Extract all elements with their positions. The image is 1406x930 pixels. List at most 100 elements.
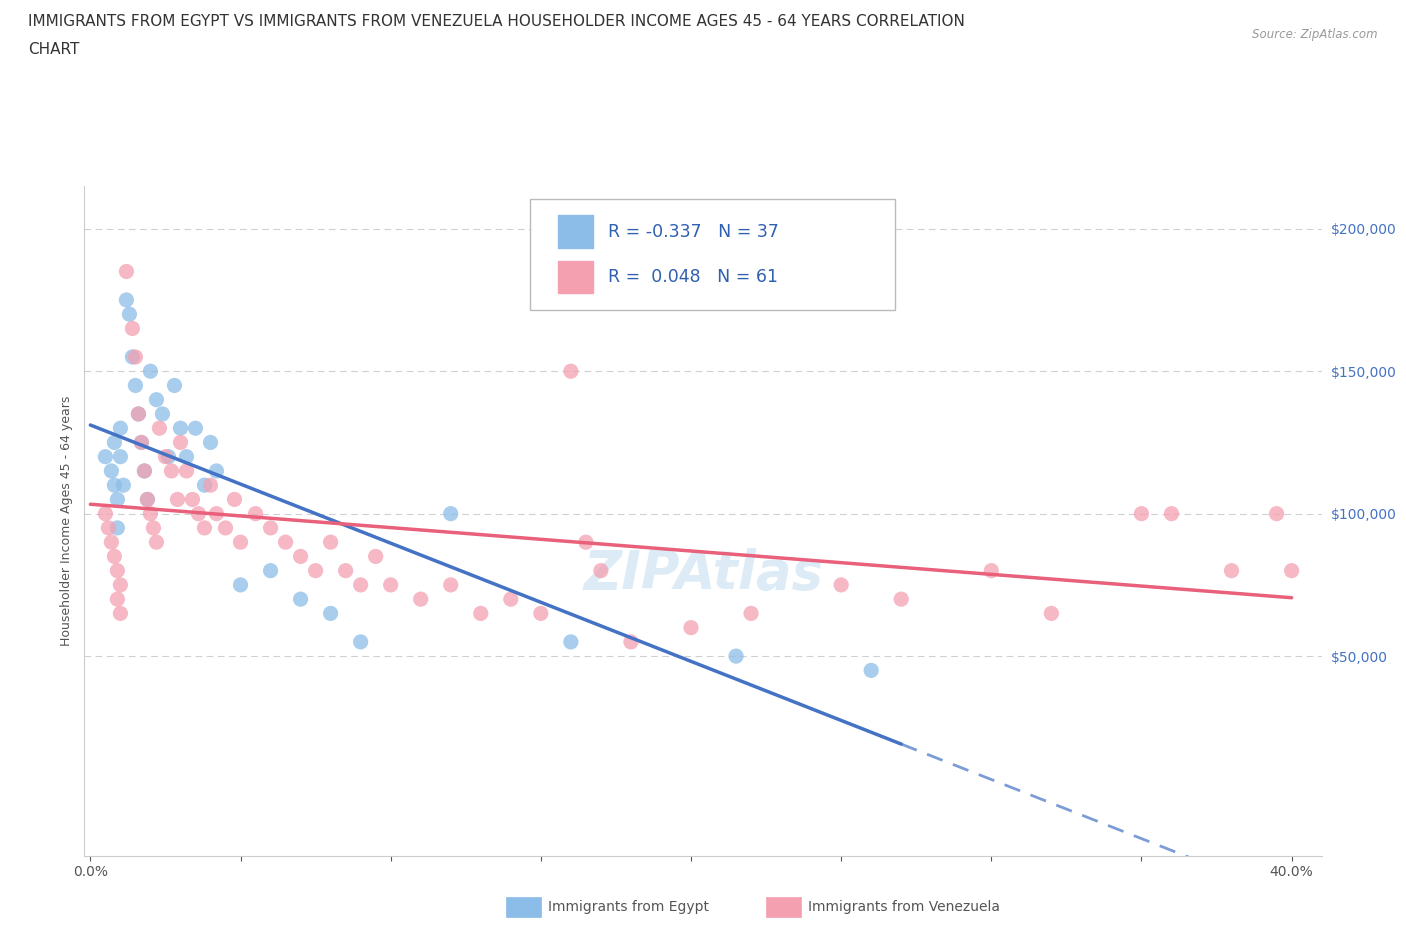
Point xyxy=(148,420,170,435)
Point xyxy=(155,449,177,464)
Point xyxy=(97,521,120,536)
Point xyxy=(304,564,326,578)
Point xyxy=(575,535,598,550)
Point xyxy=(131,435,153,450)
Point xyxy=(229,535,252,550)
Point xyxy=(139,506,162,521)
Point xyxy=(176,463,198,478)
Point xyxy=(470,606,492,621)
Point xyxy=(1160,506,1182,521)
Point xyxy=(166,492,188,507)
Point xyxy=(245,506,267,521)
Point xyxy=(200,435,222,450)
FancyBboxPatch shape xyxy=(530,199,894,310)
Point xyxy=(103,478,125,493)
Point xyxy=(335,564,357,578)
Point xyxy=(169,435,191,450)
Point xyxy=(100,535,122,550)
Point xyxy=(163,378,186,392)
Point xyxy=(409,591,432,606)
Bar xyxy=(558,261,593,293)
Point xyxy=(1265,506,1288,521)
Point xyxy=(152,406,174,421)
Point xyxy=(679,620,702,635)
Y-axis label: Householder Income Ages 45 - 64 years: Householder Income Ages 45 - 64 years xyxy=(60,395,73,646)
Point xyxy=(380,578,402,592)
Point xyxy=(127,406,149,421)
Point xyxy=(319,606,342,621)
Point xyxy=(94,449,117,464)
Point xyxy=(134,463,156,478)
Point xyxy=(530,606,553,621)
Point xyxy=(110,606,132,621)
Point xyxy=(290,591,312,606)
Point xyxy=(105,492,128,507)
Text: ZIPAtlas: ZIPAtlas xyxy=(583,549,823,601)
Point xyxy=(214,521,236,536)
Point xyxy=(103,549,125,564)
Point xyxy=(110,449,132,464)
Point xyxy=(1220,564,1243,578)
Point xyxy=(860,663,883,678)
Text: IMMIGRANTS FROM EGYPT VS IMMIGRANTS FROM VENEZUELA HOUSEHOLDER INCOME AGES 45 - : IMMIGRANTS FROM EGYPT VS IMMIGRANTS FROM… xyxy=(28,14,965,29)
Point xyxy=(364,549,387,564)
Point xyxy=(131,435,153,450)
Point xyxy=(105,564,128,578)
Point xyxy=(193,521,215,536)
Point xyxy=(110,578,132,592)
Point xyxy=(259,521,281,536)
Point xyxy=(181,492,204,507)
Text: R =  0.048   N = 61: R = 0.048 N = 61 xyxy=(607,268,778,286)
Point xyxy=(121,350,143,365)
Point xyxy=(127,406,149,421)
Point xyxy=(100,463,122,478)
Point xyxy=(740,606,762,621)
Point xyxy=(118,307,141,322)
Point xyxy=(890,591,912,606)
Point xyxy=(169,420,191,435)
Point xyxy=(112,478,135,493)
Point xyxy=(115,293,138,308)
Point xyxy=(205,506,228,521)
Point xyxy=(105,521,128,536)
Text: Immigrants from Egypt: Immigrants from Egypt xyxy=(548,899,710,914)
Point xyxy=(157,449,180,464)
Point xyxy=(499,591,522,606)
Point xyxy=(103,435,125,450)
Point xyxy=(205,463,228,478)
Point xyxy=(115,264,138,279)
Point xyxy=(110,420,132,435)
Point xyxy=(350,634,373,649)
Point xyxy=(121,321,143,336)
Point xyxy=(440,578,463,592)
Point xyxy=(830,578,852,592)
Point xyxy=(980,564,1002,578)
Point xyxy=(620,634,643,649)
Point xyxy=(136,492,159,507)
Point xyxy=(589,564,612,578)
Text: CHART: CHART xyxy=(28,42,80,57)
Point xyxy=(142,521,165,536)
Text: Source: ZipAtlas.com: Source: ZipAtlas.com xyxy=(1253,28,1378,41)
Point xyxy=(560,634,582,649)
Point xyxy=(224,492,246,507)
Point xyxy=(145,392,167,407)
Point xyxy=(160,463,183,478)
Point xyxy=(145,535,167,550)
Point xyxy=(274,535,297,550)
Point xyxy=(724,649,747,664)
Point xyxy=(136,492,159,507)
Point xyxy=(176,449,198,464)
Point xyxy=(1130,506,1153,521)
Point xyxy=(200,478,222,493)
Point xyxy=(229,578,252,592)
Point xyxy=(184,420,207,435)
Point xyxy=(124,350,146,365)
Point xyxy=(105,591,128,606)
Point xyxy=(187,506,209,521)
Point xyxy=(1281,564,1303,578)
Bar xyxy=(558,216,593,247)
Point xyxy=(94,506,117,521)
Point xyxy=(124,378,146,392)
Text: R = -0.337   N = 37: R = -0.337 N = 37 xyxy=(607,222,779,241)
